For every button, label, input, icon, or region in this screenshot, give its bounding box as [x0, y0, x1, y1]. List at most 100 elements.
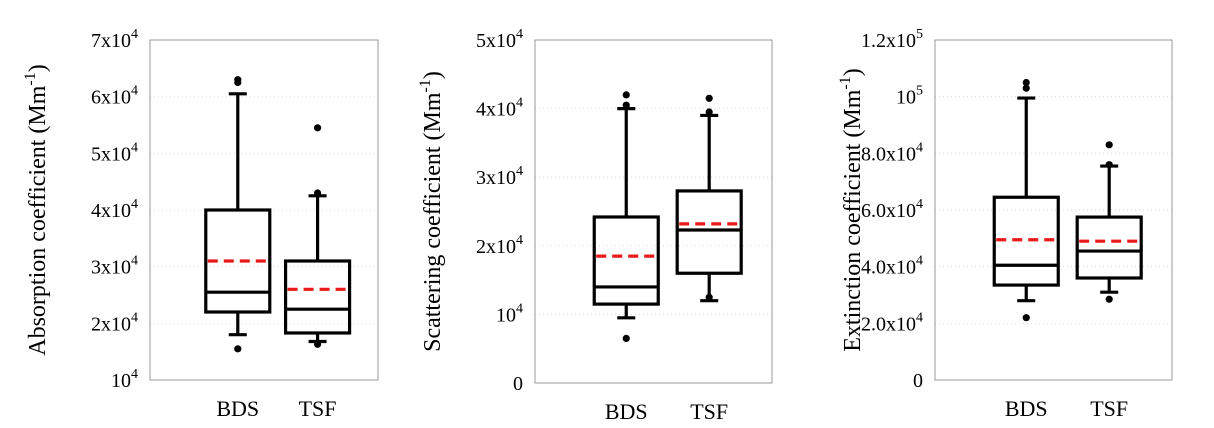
y-tick-exponent: 4: [131, 310, 138, 325]
interquartile-box: [283, 259, 352, 335]
interquartile-box: [992, 195, 1060, 287]
outlier-point: [622, 91, 630, 99]
y-tick-mantissa: 4.0x10: [861, 257, 916, 279]
y-tick-mantissa: 2.0x10: [861, 313, 916, 335]
outlier-point: [313, 189, 322, 197]
y-axis-title-tail: ): [840, 68, 866, 76]
y-tick-label: 1.2x105: [861, 27, 923, 52]
outlier-point: [622, 334, 630, 343]
y-tick-label: 5x104: [91, 140, 138, 165]
outlier-point: [1105, 141, 1113, 149]
y-tick-mantissa: 5x10: [476, 30, 516, 52]
box-tsf: [675, 94, 743, 303]
outlier-point: [705, 108, 713, 116]
y-tick-exponent: 4: [131, 197, 138, 212]
y-tick-label: 2.0x104: [861, 310, 923, 335]
y-tick-label: 105: [896, 84, 923, 109]
box-bds: [592, 91, 660, 343]
outlier-point: [705, 293, 713, 301]
y-tick-label: 0: [513, 373, 523, 395]
y-tick-label: 104: [496, 301, 523, 326]
y-tick-exponent: 4: [131, 254, 138, 269]
y-tick-label: 3x104: [476, 164, 523, 189]
interquartile-box: [1075, 215, 1143, 280]
y-tick-mantissa: 0: [913, 370, 923, 392]
y-tick-mantissa: 5x10: [91, 143, 131, 165]
y-tick-mantissa: 7x10: [91, 30, 131, 52]
y-tick-mantissa: 10: [896, 87, 916, 109]
x-category-label: TSF: [299, 396, 337, 421]
y-tick-exponent: 4: [516, 233, 523, 248]
y-axis-title-text: Scattering coefficient (Mm: [420, 92, 446, 352]
y-tick-mantissa: 3x10: [476, 167, 516, 189]
y-tick-mantissa: 0: [513, 373, 523, 395]
y-axis-title-text: Absorption coefficient (Mm: [25, 85, 51, 355]
y-tick-exponent: 4: [916, 254, 923, 269]
outlier-point: [705, 94, 713, 102]
y-tick-label: 0: [913, 370, 923, 392]
y-axis-title-text: Extinction coefficient (Mm: [840, 89, 866, 351]
plot-frame: [149, 39, 379, 381]
y-tick-mantissa: 2x10: [91, 313, 131, 335]
y-tick-label: 2x104: [91, 310, 138, 335]
y-tick-mantissa: 4x10: [476, 99, 516, 121]
outlier-point: [234, 76, 242, 84]
outlier-point: [234, 345, 242, 353]
y-axis-title-superscript: -1: [837, 76, 854, 89]
y-tick-exponent: 4: [916, 140, 923, 155]
x-category-label: BDS: [216, 396, 259, 421]
y-tick-exponent: 4: [916, 197, 923, 212]
outlier-point: [1022, 78, 1030, 87]
outlier-point: [1022, 84, 1030, 92]
y-tick-label: 3x104: [91, 254, 138, 279]
interquartile-box: [592, 215, 660, 306]
y-tick-exponent: 4: [516, 301, 523, 316]
box-tsf: [283, 124, 352, 348]
x-category-label: TSF: [1090, 396, 1128, 421]
y-tick-mantissa: 10: [496, 304, 516, 326]
outlier-point: [313, 124, 322, 132]
y-axis-title-superscript: -1: [22, 72, 39, 85]
outlier-point: [313, 340, 322, 348]
outlier-point: [622, 101, 630, 109]
y-tick-label: 5x104: [476, 27, 523, 52]
y-tick-mantissa: 6x10: [91, 87, 131, 109]
y-tick-exponent: 5: [916, 84, 923, 99]
x-category-label: BDS: [1005, 396, 1048, 421]
y-tick-exponent: 4: [131, 84, 138, 99]
y-axis-title: Scattering coefficient (Mm-1): [417, 71, 446, 352]
x-category-label: BDS: [605, 399, 648, 424]
outlier-point: [1022, 314, 1030, 322]
outlier-point: [1105, 161, 1113, 169]
y-tick-mantissa: 1.2x10: [861, 30, 916, 52]
y-tick-label: 4.0x104: [861, 254, 923, 279]
x-category-label: TSF: [690, 399, 728, 424]
y-tick-mantissa: 6.0x10: [861, 200, 916, 222]
y-tick-label: 6x104: [91, 84, 138, 109]
y-tick-exponent: 4: [516, 96, 523, 111]
y-tick-mantissa: 8.0x10: [861, 143, 916, 165]
y-axis-title-superscript: -1: [417, 79, 434, 92]
y-axis-title-tail: ): [420, 71, 446, 79]
box-bds: [204, 76, 272, 353]
y-tick-exponent: 4: [131, 27, 138, 42]
y-tick-label: 4x104: [91, 197, 138, 222]
y-tick-label: 6.0x104: [861, 197, 923, 222]
box-bds: [992, 78, 1060, 322]
y-tick-exponent: 4: [131, 367, 138, 382]
plot-frame: [534, 39, 773, 384]
y-tick-label: 7x104: [91, 27, 138, 52]
y-tick-label: 4x104: [476, 96, 523, 121]
y-tick-mantissa: 4x10: [91, 200, 131, 222]
y-tick-exponent: 4: [516, 27, 523, 42]
y-tick-label: 104: [111, 367, 138, 392]
y-axis-title-tail: ): [25, 64, 51, 72]
interquartile-box: [204, 208, 272, 314]
y-tick-label: 8.0x104: [861, 140, 923, 165]
box-tsf: [1075, 141, 1143, 303]
y-tick-exponent: 5: [916, 27, 923, 42]
outlier-point: [1105, 295, 1113, 303]
y-tick-mantissa: 3x10: [91, 257, 131, 279]
